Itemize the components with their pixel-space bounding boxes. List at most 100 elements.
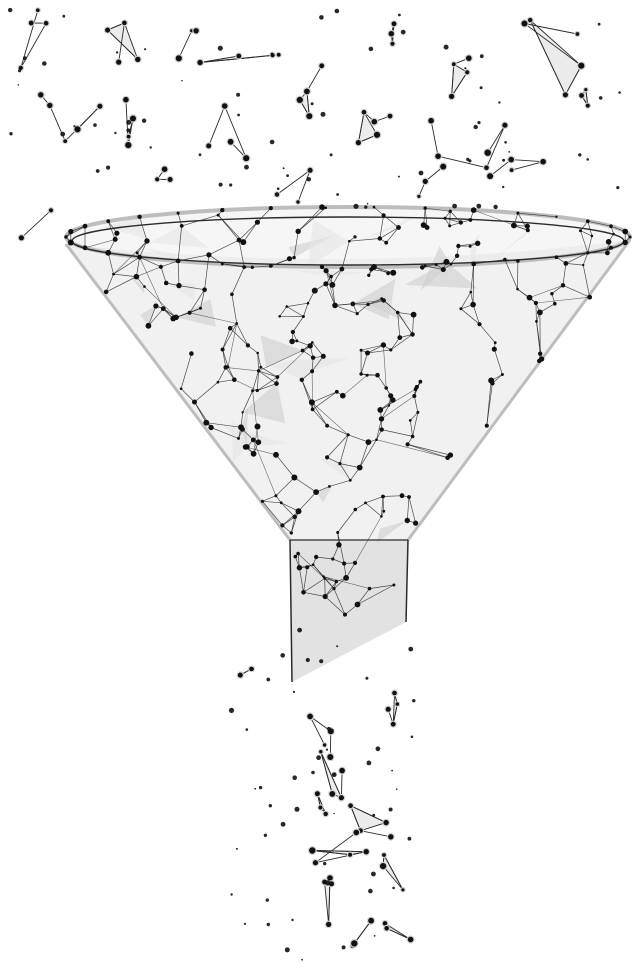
fragment-node bbox=[407, 936, 414, 943]
mesh-line bbox=[380, 388, 416, 411]
mesh-line bbox=[587, 221, 593, 236]
fragment-node bbox=[451, 62, 456, 67]
fragment-node bbox=[521, 20, 528, 27]
loose-dot bbox=[286, 174, 289, 178]
fragment-node bbox=[339, 767, 345, 774]
mesh-node bbox=[175, 258, 181, 264]
mesh-line bbox=[225, 367, 259, 372]
mesh-node bbox=[112, 236, 118, 242]
loose-dot bbox=[616, 186, 620, 190]
fragment-node bbox=[227, 138, 234, 145]
loose-dot bbox=[366, 202, 369, 205]
mesh-line bbox=[282, 510, 299, 526]
fragment-node bbox=[353, 829, 360, 836]
mesh-node bbox=[365, 350, 370, 356]
stem-left-edge bbox=[289, 539, 293, 683]
mesh-line bbox=[262, 495, 277, 502]
loose-dot bbox=[353, 203, 359, 209]
mesh-line bbox=[444, 217, 461, 223]
loose-dot bbox=[493, 204, 498, 210]
mesh-node bbox=[290, 329, 295, 335]
mesh-line bbox=[473, 259, 505, 265]
mesh-line bbox=[324, 596, 346, 615]
mesh-line bbox=[407, 444, 451, 456]
mesh-line bbox=[458, 242, 478, 247]
mesh-line bbox=[580, 230, 589, 253]
fragment-node bbox=[155, 177, 160, 182]
mesh-node bbox=[443, 216, 447, 220]
loose-dot bbox=[597, 22, 601, 26]
mesh-line bbox=[424, 208, 428, 228]
mesh-line bbox=[258, 370, 277, 384]
mesh-node bbox=[555, 215, 558, 218]
mesh-node bbox=[622, 228, 629, 235]
mesh-line bbox=[382, 496, 385, 512]
mesh-node bbox=[365, 439, 372, 445]
loose-dot bbox=[395, 788, 398, 790]
loose-dot bbox=[258, 785, 263, 790]
mesh-facet bbox=[352, 278, 396, 320]
mesh-line bbox=[181, 214, 219, 227]
mesh-line bbox=[208, 254, 223, 265]
loose-dot bbox=[479, 86, 483, 90]
loose-dot bbox=[265, 898, 269, 902]
mesh-node bbox=[440, 267, 446, 273]
mesh-node bbox=[223, 365, 229, 370]
mesh-line bbox=[243, 221, 258, 243]
mesh-line bbox=[326, 425, 349, 436]
mesh-node bbox=[404, 517, 410, 524]
fragment-line bbox=[276, 169, 311, 195]
mesh-line bbox=[139, 256, 162, 268]
mesh-node bbox=[454, 253, 460, 258]
mesh-line bbox=[473, 209, 528, 231]
mesh-line bbox=[381, 496, 384, 517]
mesh-line bbox=[324, 578, 335, 589]
mesh-facet bbox=[307, 219, 350, 268]
mesh-node bbox=[250, 450, 257, 457]
mesh-line bbox=[332, 268, 343, 286]
mesh-node bbox=[353, 507, 358, 512]
mesh-facet bbox=[130, 276, 145, 294]
mesh-node bbox=[311, 287, 318, 294]
mesh-line bbox=[222, 328, 231, 350]
loose-dot bbox=[163, 167, 167, 170]
loose-dot bbox=[388, 807, 393, 812]
mesh-facet bbox=[434, 303, 492, 313]
mesh-node bbox=[103, 289, 109, 295]
funnel-fills bbox=[66, 207, 630, 682]
mesh-line bbox=[580, 220, 589, 231]
mesh-line bbox=[368, 300, 384, 305]
mesh-node bbox=[202, 287, 207, 293]
mesh-line bbox=[361, 344, 384, 351]
mesh-line bbox=[565, 252, 588, 264]
loose-dot bbox=[371, 871, 376, 877]
mesh-line bbox=[258, 370, 278, 378]
loose-dot bbox=[244, 164, 249, 170]
mesh-line bbox=[311, 391, 337, 403]
fragment-node bbox=[130, 115, 136, 122]
loose-dot bbox=[235, 847, 238, 850]
loose-dot bbox=[319, 659, 324, 664]
mesh-line bbox=[217, 214, 244, 243]
loose-dot bbox=[266, 922, 270, 927]
mesh-node bbox=[392, 583, 396, 587]
mesh-line bbox=[297, 207, 326, 232]
mesh-line bbox=[312, 342, 324, 357]
fragment-node bbox=[296, 96, 303, 103]
fragment-node bbox=[502, 122, 508, 128]
mesh-line bbox=[275, 477, 295, 496]
mesh-node bbox=[300, 348, 305, 353]
mesh-line bbox=[390, 337, 401, 351]
mesh-node bbox=[449, 262, 453, 266]
mesh-line bbox=[342, 374, 368, 396]
mesh-node bbox=[322, 575, 325, 578]
fragment-node bbox=[309, 847, 316, 854]
fragment-node bbox=[449, 93, 455, 99]
loose-dot bbox=[181, 79, 183, 82]
fragment-node bbox=[382, 853, 386, 857]
mesh-line bbox=[238, 221, 258, 241]
mesh-node bbox=[491, 346, 497, 352]
fragment-line bbox=[315, 832, 357, 864]
funnel-mouth-fill bbox=[66, 207, 630, 267]
loose-dot bbox=[502, 158, 506, 162]
